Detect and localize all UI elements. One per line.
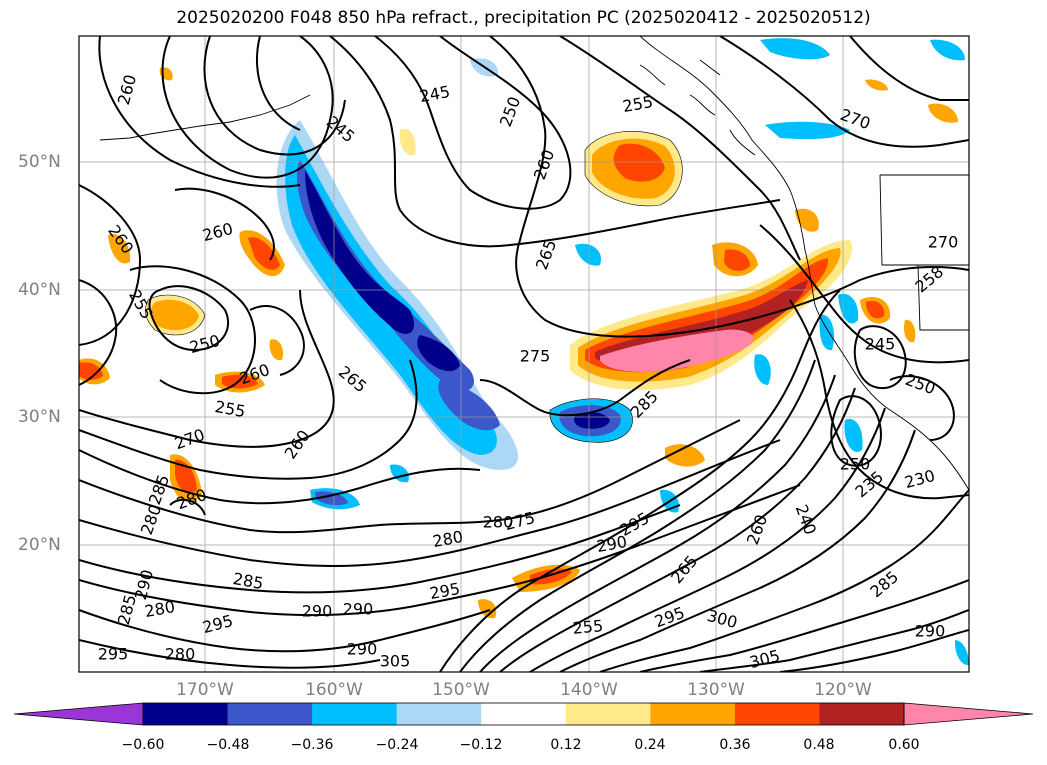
- lat-label-50n: 50°N: [18, 152, 61, 172]
- map-frame: [78, 35, 970, 673]
- lat-label-40n: 40°N: [18, 280, 61, 300]
- shaded-areas: [79, 38, 969, 666]
- negative-blob-lower: [438, 380, 500, 431]
- positive-blob-e2: [904, 319, 916, 343]
- colorbar-tick: −0.36: [290, 737, 334, 753]
- colorbar-tick: 0.24: [634, 737, 666, 753]
- colorbar-tick: −0.48: [206, 737, 250, 753]
- colorbar-tick: −0.60: [121, 737, 165, 753]
- positive-blob-ne2: [928, 103, 958, 123]
- negative-blob-se2: [954, 640, 969, 666]
- colorbar-tick: 0.60: [888, 737, 920, 753]
- colorbar-extend-right: [903, 702, 1034, 726]
- positive-blob-w2r: [248, 237, 280, 270]
- contour-label: 290: [302, 602, 333, 621]
- contour-label: 280: [165, 645, 196, 664]
- contour-label: 280: [483, 513, 514, 532]
- colorbar-tick: 0.48: [803, 737, 835, 753]
- contour-label: 270: [928, 233, 959, 252]
- negative-blob-e: [765, 121, 850, 140]
- refractivity-contours: [79, 36, 969, 672]
- negative-blob-ne: [760, 38, 830, 60]
- contour-label: 290: [343, 600, 374, 619]
- colorbar-cell: [650, 703, 736, 725]
- colorbar-cell: [565, 703, 651, 725]
- colorbar-cell: [734, 703, 820, 725]
- lat-label-30n: 30°N: [18, 407, 61, 427]
- coastlines: [99, 36, 969, 491]
- lon-label-130w: 130°W: [687, 680, 745, 700]
- positive-blob-mid-s: [665, 444, 705, 467]
- negative-blob-sw: [390, 464, 409, 483]
- positive-blob-w-o: [150, 299, 199, 331]
- positive-band-pink: [600, 329, 754, 372]
- negative-blob-south-core: [573, 412, 610, 429]
- contour-label: 290: [347, 640, 378, 659]
- colorbar: [13, 702, 1034, 726]
- positive-blob-ce-r: [866, 300, 885, 319]
- contour-label: 250: [840, 455, 871, 474]
- negative-blob-ce2: [754, 354, 771, 385]
- positive-blob-s2: [478, 599, 497, 619]
- positive-blob-w4r: [175, 459, 197, 494]
- colorbar-extend-left: [13, 702, 144, 726]
- contour-label: 295: [98, 645, 129, 664]
- contour-label: 305: [380, 652, 411, 671]
- negative-band-dark: [297, 160, 475, 392]
- positive-blob-e-r: [724, 249, 750, 271]
- colorbar-cell: [227, 703, 313, 725]
- negative-band-core2: [417, 335, 460, 372]
- contour-label: 290: [915, 622, 946, 641]
- negative-blob-ce: [819, 314, 835, 351]
- contour-label: 245: [865, 335, 896, 354]
- negative-blob-mid: [575, 243, 601, 266]
- positive-blob-nw: [399, 128, 416, 156]
- lon-label-150w: 150°W: [432, 680, 490, 700]
- positive-blob-far-w-r: [79, 362, 103, 380]
- negative-band-core: [305, 170, 415, 334]
- colorbar-tick: −0.24: [375, 737, 419, 753]
- negative-blob-ne3: [930, 39, 965, 61]
- positive-blob-cw2: [269, 339, 284, 361]
- map-title: 2025020200 F048 850 hPa refract., precip…: [176, 8, 871, 28]
- colorbar-cell: [312, 703, 398, 725]
- colorbar-cell: [143, 703, 229, 725]
- positive-blob-w3r: [222, 374, 258, 389]
- negative-blob-w2: [315, 491, 348, 506]
- colorbar-frame: [142, 702, 905, 726]
- colorbar-tick: 0.36: [719, 737, 751, 753]
- colorbar-cell: [396, 703, 482, 725]
- positive-blob-cw: [108, 234, 131, 264]
- lon-label-140w: 140°W: [560, 680, 618, 700]
- contour-label: 275: [520, 347, 551, 366]
- colorbar-cell: [819, 703, 905, 725]
- colorbar-tick: −0.12: [459, 737, 503, 753]
- lon-label-120w: 120°W: [814, 680, 872, 700]
- colorbar-cell: [481, 703, 567, 725]
- contour-label: 255: [572, 616, 604, 638]
- lon-label-170w: 170°W: [176, 680, 234, 700]
- negative-blob-se: [844, 418, 863, 452]
- lon-label-160w: 160°W: [305, 680, 363, 700]
- positive-blob-n2: [865, 79, 888, 91]
- colorbar-tick: 0.12: [550, 737, 582, 753]
- positive-blob-ne-r: [613, 143, 665, 182]
- lat-label-20n: 20°N: [18, 535, 61, 555]
